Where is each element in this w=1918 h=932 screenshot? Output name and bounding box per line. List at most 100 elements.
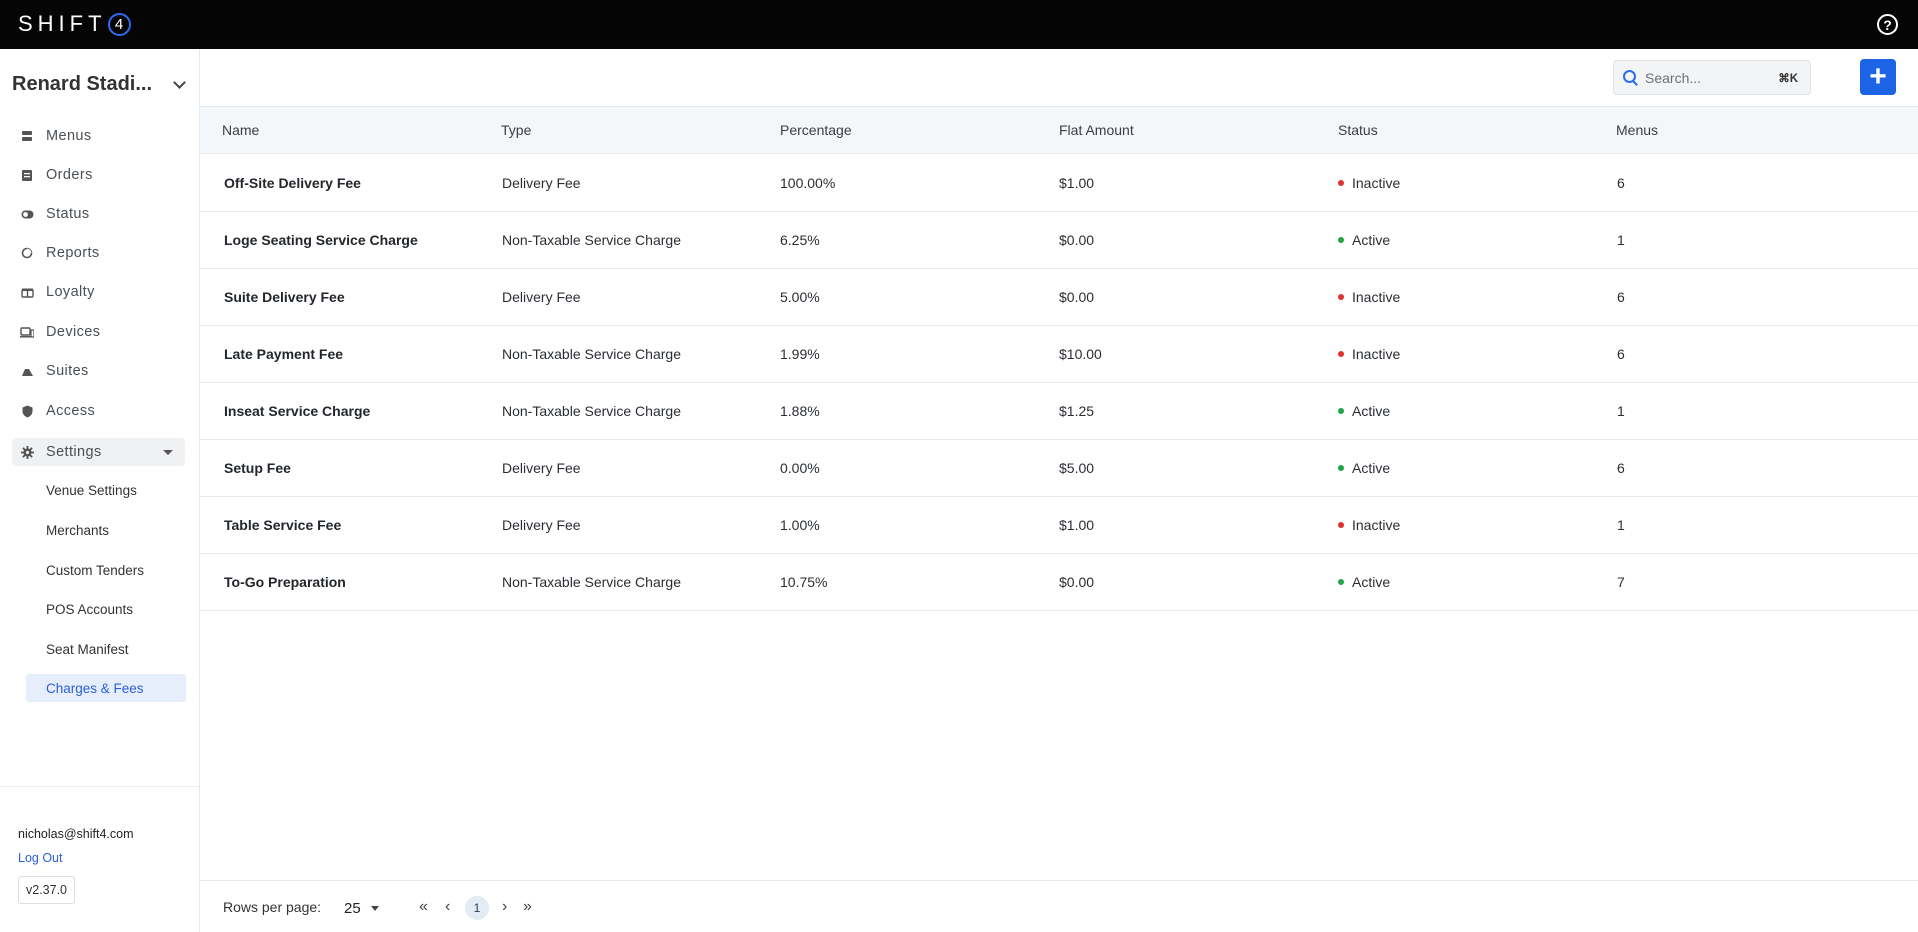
status-dot-icon [1338, 522, 1344, 529]
sidebar-item-loyalty[interactable]: Loyalty [12, 278, 185, 306]
current-page[interactable]: 1 [465, 896, 489, 920]
cell-type: Delivery Fee [502, 175, 581, 191]
cell-menus: 6 [1617, 175, 1625, 191]
sidebar-item-access[interactable]: Access [12, 397, 185, 425]
cell-menus: 1 [1617, 403, 1625, 419]
cell-type: Non-Taxable Service Charge [502, 346, 681, 362]
cell-type: Non-Taxable Service Charge [502, 574, 681, 590]
status-icon [20, 207, 34, 221]
search-box[interactable]: ⌘K [1613, 60, 1811, 95]
sidebar-subitem-venue-settings[interactable]: Venue Settings [46, 482, 137, 498]
logout-link[interactable]: Log Out [18, 851, 63, 865]
cell-status: Active [1338, 403, 1390, 419]
sidebar-item-label: Reports [46, 245, 100, 261]
sidebar-item-label: Settings [46, 444, 102, 460]
cell-menus: 6 [1617, 460, 1625, 476]
cell-percentage: 0.00% [780, 460, 820, 476]
cell-name: To-Go Preparation [224, 574, 346, 590]
cell-status: Inactive [1338, 175, 1400, 191]
column-header-name[interactable]: Name [222, 122, 260, 138]
column-header-percentage[interactable]: Percentage [780, 122, 852, 138]
main-content: ⌘K + Name Type Percentage Flat Amount St… [200, 49, 1918, 932]
sidebar-item-orders[interactable]: Orders [12, 161, 185, 189]
first-page-button[interactable]: « [419, 898, 428, 915]
status-text: Active [1352, 574, 1391, 590]
cell-percentage: 10.75% [780, 574, 828, 590]
cell-status: Active [1338, 460, 1390, 476]
sidebar-subitem-pos-accounts[interactable]: POS Accounts [46, 601, 134, 617]
reports-icon [20, 246, 34, 260]
column-header-status[interactable]: Status [1338, 122, 1378, 138]
cell-type: Delivery Fee [502, 460, 581, 476]
sidebar-item-label: Suites [46, 363, 89, 379]
cell-name: Table Service Fee [224, 517, 342, 533]
search-icon [1623, 69, 1639, 86]
table-row[interactable]: Table Service Fee Delivery Fee 1.00% $1.00 I… [200, 497, 1918, 554]
status-text: Active [1352, 403, 1391, 419]
next-page-button[interactable]: › [502, 898, 508, 915]
status-text: Active [1352, 460, 1391, 476]
status-dot-icon [1338, 294, 1344, 301]
sidebar-subitem-custom-tenders[interactable]: Custom Tenders [46, 562, 145, 578]
status-text: Inactive [1352, 175, 1401, 191]
status-dot-icon [1338, 408, 1344, 415]
caret-down-icon [370, 905, 379, 911]
column-header-type[interactable]: Type [501, 122, 532, 138]
cell-status: Inactive [1338, 289, 1400, 305]
sidebar: Renard Stadi... Menus Orders Status Repo… [0, 49, 200, 932]
sidebar-item-label: Menus [46, 128, 92, 144]
sidebar-item-settings[interactable]: Settings [12, 438, 185, 466]
column-header-menus[interactable]: Menus [1616, 122, 1659, 138]
cell-type: Non-Taxable Service Charge [502, 403, 681, 419]
cell-menus: 7 [1617, 574, 1625, 590]
sidebar-subitem-merchants[interactable]: Merchants [46, 522, 110, 538]
shift4-logo[interactable]: SHIFT 4 [18, 11, 131, 36]
sidebar-item-reports[interactable]: Reports [12, 239, 185, 267]
table-row[interactable]: Suite Delivery Fee Delivery Fee 5.00% $0.00… [200, 269, 1918, 326]
shield-icon [20, 404, 34, 418]
cell-percentage: 1.99% [780, 346, 820, 362]
caret-down-icon [163, 450, 173, 455]
cell-name: Loge Seating Service Charge [224, 232, 418, 248]
last-page-button[interactable]: » [523, 898, 532, 915]
sidebar-subitem-charges-fees[interactable]: Charges & Fees [26, 674, 186, 702]
cell-menus: 1 [1617, 232, 1625, 248]
orders-icon [20, 168, 34, 182]
table-row[interactable]: Off-Site Delivery Fee Delivery Fee 100.00%… [200, 155, 1918, 212]
cell-name: Suite Delivery Fee [224, 289, 345, 305]
cell-status: Active [1338, 574, 1390, 590]
cell-flat-amount: $0.00 [1059, 232, 1095, 248]
sidebar-item-label: Loyalty [46, 284, 95, 300]
status-text: Active [1352, 232, 1391, 248]
column-header-flat-amount[interactable]: Flat Amount [1059, 122, 1134, 138]
venue-selector[interactable]: Renard Stadi... [12, 69, 190, 99]
rows-per-page-value: 25 [344, 899, 361, 917]
add-button[interactable]: + [1860, 59, 1896, 95]
rows-per-page-select[interactable]: 25 [344, 897, 388, 919]
cell-percentage: 6.25% [780, 232, 820, 248]
cell-status: Inactive [1338, 346, 1400, 362]
cell-percentage: 1.00% [780, 517, 820, 533]
table-row[interactable]: Setup Fee Delivery Fee 0.00% $5.00 Active 6 [200, 440, 1918, 497]
table-header: Name Type Percentage Flat Amount Status … [200, 106, 1918, 154]
table-row[interactable]: Loge Seating Service Charge Non-Taxable S… [200, 212, 1918, 269]
cell-type: Delivery Fee [502, 517, 581, 533]
cell-percentage: 5.00% [780, 289, 820, 305]
sidebar-item-menus[interactable]: Menus [12, 122, 185, 150]
table-row[interactable]: To-Go Preparation Non-Taxable Service Cha… [200, 554, 1918, 611]
table-row[interactable]: Inseat Service Charge Non-Taxable Service… [200, 383, 1918, 440]
status-text: Inactive [1352, 346, 1401, 362]
cell-type: Non-Taxable Service Charge [502, 232, 681, 248]
sidebar-item-status[interactable]: Status [12, 200, 185, 228]
sidebar-item-devices[interactable]: Devices [12, 318, 185, 346]
sidebar-item-suites[interactable]: Suites [12, 357, 185, 385]
status-dot-icon [1338, 579, 1344, 586]
menus-icon [20, 129, 34, 143]
help-circle-icon[interactable]: ? [1877, 14, 1898, 35]
prev-page-button[interactable]: ‹ [445, 898, 451, 915]
cell-name: Setup Fee [224, 460, 291, 476]
sidebar-subitem-seat-manifest[interactable]: Seat Manifest [46, 641, 129, 657]
search-input[interactable] [1645, 69, 1765, 86]
table-row[interactable]: Late Payment Fee Non-Taxable Service Char… [200, 326, 1918, 383]
cell-flat-amount: $5.00 [1059, 460, 1095, 476]
